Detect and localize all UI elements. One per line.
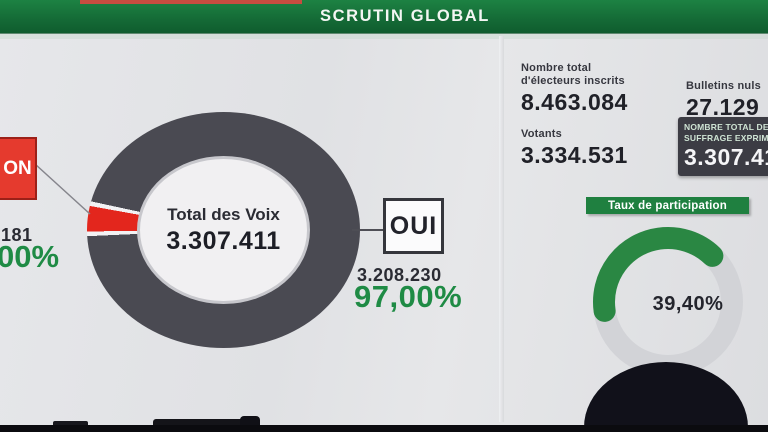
non-option-box: ON bbox=[0, 137, 37, 200]
oui-option-label: OUI bbox=[389, 211, 438, 240]
donut-center-value: 3.307.411 bbox=[166, 226, 281, 255]
desk-edge-bar bbox=[0, 425, 768, 432]
stat-votants-value: 3.334.531 bbox=[521, 141, 628, 168]
panel-divider bbox=[499, 36, 504, 422]
stat-nuls-value: 27.129 bbox=[686, 93, 760, 120]
desk-object bbox=[53, 421, 88, 425]
oui-option-box: OUI bbox=[383, 198, 444, 254]
stat-registered-voters: Nombre total d'électeurs inscrits 8.463.… bbox=[521, 62, 628, 116]
stat-registered-value: 8.463.084 bbox=[521, 88, 628, 115]
donut-center: Total des Voix 3.307.411 bbox=[137, 156, 310, 304]
stat-votants: Votants 3.334.531 bbox=[521, 128, 628, 169]
participation-header: Taux de participation bbox=[586, 197, 749, 214]
desk-object bbox=[240, 416, 260, 425]
header-reflection bbox=[0, 33, 768, 39]
stat-bulletins-nuls: Bulletins nuls 27.129 bbox=[686, 80, 761, 121]
stat-votants-label: Votants bbox=[521, 128, 562, 140]
non-option-label: ON bbox=[3, 157, 32, 179]
suffrage-exprime-label: NOMBRE TOTAL DE SUFFRAGE EXPRIMÉ bbox=[684, 122, 768, 143]
header-red-strip bbox=[80, 0, 302, 4]
desk-object bbox=[153, 419, 253, 425]
participation-title: Taux de participation bbox=[607, 199, 727, 212]
votes-donut-chart: Total des Voix 3.307.411 bbox=[87, 112, 360, 348]
non-percent-value: 00% bbox=[0, 239, 60, 274]
participation-value: 39,40% bbox=[652, 293, 724, 315]
suffrage-exprime-box: NOMBRE TOTAL DE SUFFRAGE EXPRIMÉ 3.307.4… bbox=[678, 117, 768, 176]
non-votes-value: 181 bbox=[1, 225, 33, 245]
stat-registered-label: Nombre total d'électeurs inscrits bbox=[521, 62, 625, 87]
non-callout-line bbox=[34, 163, 91, 215]
gauge-progress-arc bbox=[593, 227, 744, 377]
oui-percent-value: 97,00% bbox=[354, 279, 463, 314]
suffrage-exprime-value: 3.307.411 bbox=[684, 144, 768, 171]
oui-votes-value: 3.208.230 bbox=[357, 265, 442, 285]
stat-nuls-label: Bulletins nuls bbox=[686, 80, 761, 92]
header-bar bbox=[0, 0, 768, 34]
donut-center-label: Total des Voix bbox=[167, 204, 280, 224]
page-title: SCRUTIN GLOBAL bbox=[320, 7, 490, 25]
